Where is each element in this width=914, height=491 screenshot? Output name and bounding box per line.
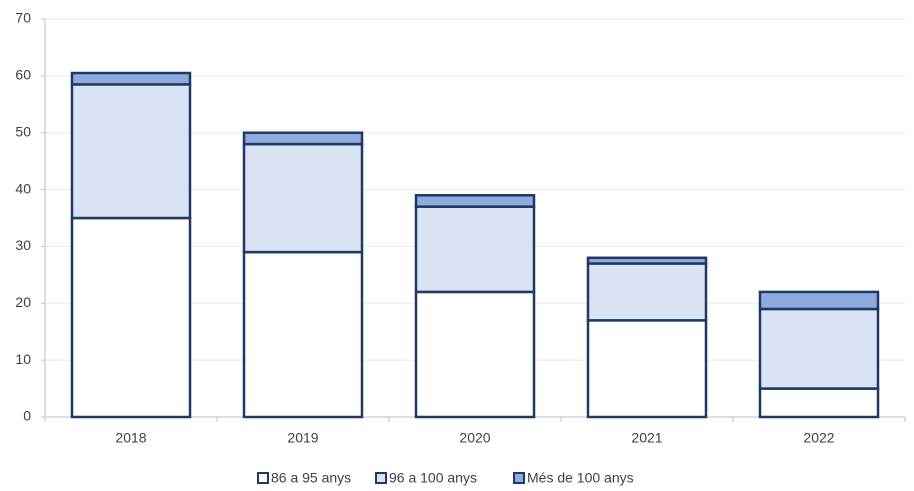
bar-segment	[70, 71, 192, 86]
x-tick-label: 2018	[115, 430, 146, 446]
bar-segment	[758, 307, 880, 390]
y-tick-label: 40	[15, 180, 31, 196]
legend-label: 96 a 100 anys	[389, 470, 477, 486]
y-tick-label: 70	[15, 10, 31, 26]
y-tick-label: 60	[15, 67, 31, 83]
y-tick-label: 30	[15, 237, 31, 253]
bar-segment	[758, 290, 880, 311]
legend-swatch	[513, 472, 525, 484]
legend-label: 86 a 95 anys	[271, 470, 351, 486]
y-tick-label: 10	[15, 351, 31, 367]
bar-segment	[586, 319, 708, 419]
x-tick-label: 2021	[631, 430, 662, 446]
bar-segment	[586, 262, 708, 322]
y-tick-label: 20	[15, 294, 31, 310]
bar-segment	[242, 131, 364, 146]
x-tick-label: 2020	[459, 430, 490, 446]
x-tick-label: 2022	[803, 430, 834, 446]
y-tick-label: 50	[15, 123, 31, 139]
bar-segment	[242, 250, 364, 419]
bar-segment	[414, 194, 536, 208]
bar-segment	[242, 142, 364, 254]
bar-segment	[414, 205, 536, 294]
legend-label: Més de 100 anys	[527, 470, 634, 486]
legend-swatch	[375, 472, 387, 484]
bar-segment	[758, 387, 880, 419]
bar-segment	[414, 290, 536, 419]
x-tick-label: 2019	[287, 430, 318, 446]
bar-segment	[70, 216, 192, 419]
bar-segment	[70, 83, 192, 220]
bar-segment	[586, 256, 708, 265]
y-tick-label: 0	[23, 408, 31, 424]
legend-swatch	[257, 472, 269, 484]
